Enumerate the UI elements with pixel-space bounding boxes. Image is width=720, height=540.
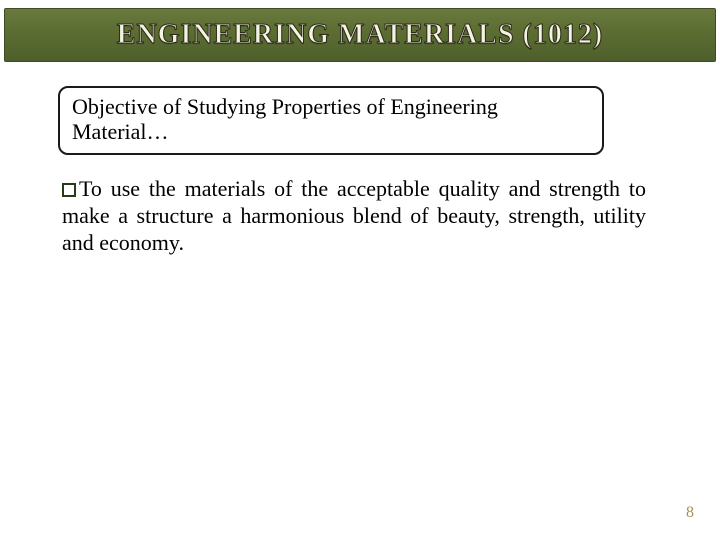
body-block: To use the materials of the acceptable q… [62, 176, 646, 256]
objective-text: Objective of Studying Properties of Engi… [72, 94, 590, 145]
title-bar: ENGINEERING MATERIALS (1012) [4, 8, 716, 62]
page-number: 8 [686, 504, 694, 522]
objective-box: Objective of Studying Properties of Engi… [58, 86, 604, 155]
bullet-square-icon [62, 183, 76, 197]
slide-title: ENGINEERING MATERIALS (1012) [117, 19, 603, 51]
body-text: To use the materials of the acceptable q… [62, 176, 646, 255]
body-paragraph: To use the materials of the acceptable q… [62, 176, 646, 256]
